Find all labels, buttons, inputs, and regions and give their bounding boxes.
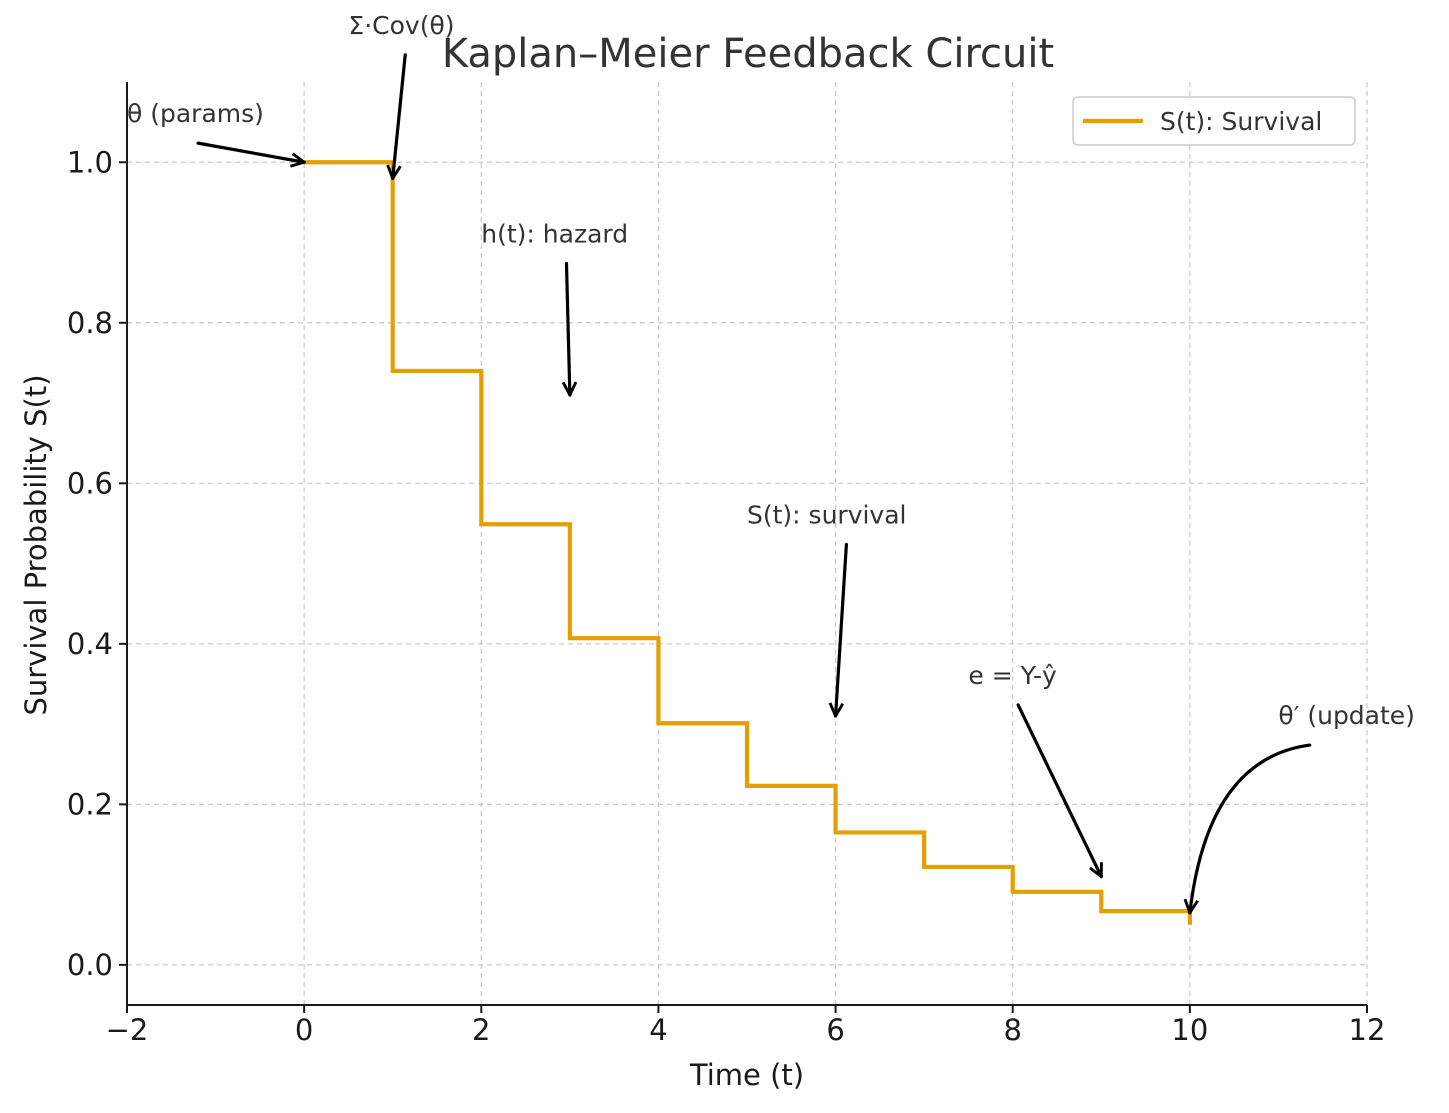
annotation-text: θ (params) [127,99,264,128]
x-tick-label: 8 [1003,1013,1021,1047]
survival-step-line [304,160,1192,925]
chart-title: Kaplan–Meier Feedback Circuit [442,31,1054,77]
grid [127,82,1368,1005]
x-tick-label: 0 [295,1013,313,1047]
annotation-arrow [393,53,407,178]
annotations: θ (params) Σ·Cov(θ) h(t): hazard S(t): surv… [127,11,1415,913]
legend: S(t): Survival [1072,96,1356,146]
annotation-arrow [1190,743,1312,913]
y-tick-label: 0.6 [67,466,113,500]
annotation-text: h(t): hazard [481,220,628,249]
x-tick-label: 2 [472,1013,490,1047]
x-tick-label: 12 [1349,1013,1386,1047]
legend-label: S(t): Survival [1160,107,1322,136]
y-tick-label: 0.2 [67,787,113,821]
annotation-arrow [566,261,569,395]
annotation-text: θ′ (update) [1278,701,1415,730]
annotation-text: Σ·Cov(θ) [348,11,454,40]
legend-box [1072,96,1356,146]
annotation-arrow [1016,703,1101,877]
annotation-arrow [196,141,304,162]
x-tick-label: 4 [649,1013,667,1047]
annotation-arrow [836,542,848,716]
y-axis-label: Survival Probability S(t) [19,374,53,715]
y-tick-label: 1.0 [67,145,113,179]
annotation-text: e = Y-ŷ [968,661,1057,690]
axes: −2 0 2 4 6 8 10 12 0.0 0.2 0.4 0.6 0.8 1.0 [67,82,1386,1047]
series-layer [304,160,1192,925]
y-tick-label: 0.0 [67,948,113,982]
annotation-text: S(t): survival [747,500,907,529]
x-axis-label: Time (t) [689,1058,804,1092]
y-tick-label: 0.8 [67,306,113,340]
x-tick-label: −2 [106,1013,149,1047]
x-tick-label: 10 [1171,1013,1208,1047]
y-tick-label: 0.4 [67,627,113,661]
x-tick-label: 6 [826,1013,844,1047]
